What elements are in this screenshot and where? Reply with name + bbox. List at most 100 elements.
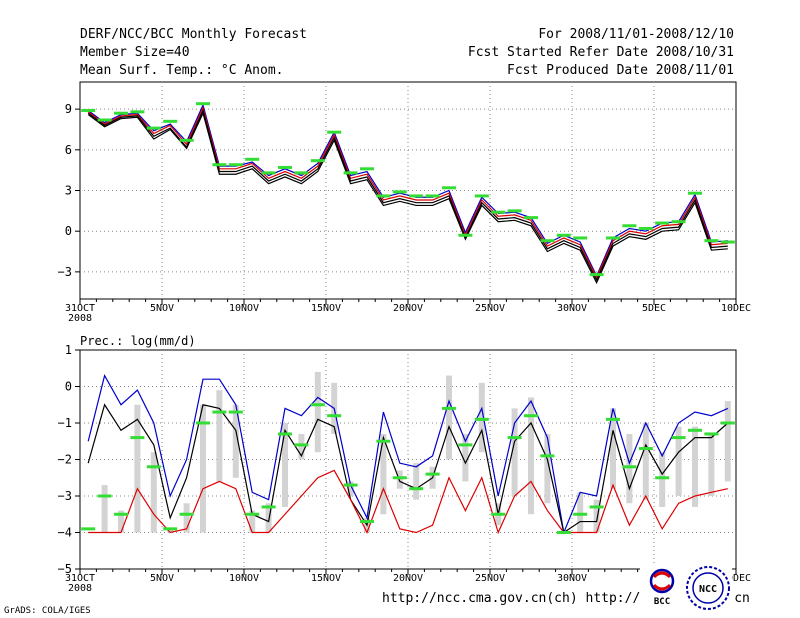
- bcc-logo-text: BCC: [654, 597, 670, 607]
- ensemble-marker: [556, 531, 571, 534]
- precip-bar: [347, 481, 354, 496]
- precip-bar: [626, 433, 633, 504]
- ensemble-marker: [442, 406, 456, 410]
- x-tick-label: 31OCT: [65, 303, 95, 314]
- header-title: DERF/NCC/BCC Monthly Forecast: [80, 27, 307, 42]
- x-tick-label: 10DEC: [721, 303, 751, 314]
- series-line-upper: [87, 103, 728, 278]
- x-tick-label: 5NOV: [150, 303, 174, 314]
- ensemble-marker: [196, 102, 210, 106]
- x-tick-label: 20NOV: [393, 303, 423, 314]
- ensemble-marker: [458, 233, 473, 237]
- ensemble-marker: [327, 130, 342, 134]
- precip-bar: [298, 433, 305, 460]
- ensemble-marker: [196, 421, 210, 425]
- ensemble-marker: [146, 126, 161, 130]
- y-tick-label: 1: [65, 343, 72, 357]
- ensemble-marker: [474, 417, 489, 421]
- header-member-size: Member Size=40: [80, 45, 190, 60]
- ensemble-marker: [638, 447, 653, 451]
- ensemble-marker: [638, 226, 653, 230]
- ensemble-marker: [310, 403, 325, 407]
- precip-bar: [150, 452, 157, 533]
- precip-bar: [593, 499, 600, 533]
- series-line-max: [87, 373, 729, 535]
- ensemble-marker: [540, 239, 555, 243]
- ensemble-marker: [97, 118, 112, 122]
- x-year-label: 2008: [68, 313, 92, 324]
- ensemble-marker: [655, 221, 670, 225]
- x-year-label: 2008: [68, 583, 92, 594]
- x-tick-label: 15NOV: [311, 573, 341, 584]
- precip-bar: [462, 433, 469, 482]
- precip-bar: [249, 510, 256, 533]
- ensemble-marker: [360, 167, 374, 171]
- ensemble-marker: [179, 138, 194, 142]
- ensemble-marker: [245, 512, 260, 516]
- precip-bar: [642, 423, 649, 500]
- precip-bar: [659, 452, 666, 507]
- precipitation-panel: −5 −4 −3 −2 −1 0 1 31OCT 5NOV 10NOV 15NOV 20NOV 25NO…: [58, 343, 752, 594]
- y-tick-label: −2: [58, 453, 72, 467]
- precip-bar: [446, 375, 452, 460]
- ensemble-marker: [130, 110, 145, 114]
- ensemble-marker: [81, 108, 96, 112]
- ncc-logo: NCC: [684, 563, 732, 613]
- ensemble-marker: [343, 483, 358, 487]
- x-tick-label: 10NOV: [229, 573, 259, 584]
- ensemble-marker: [720, 240, 735, 244]
- header-period: For 2008/11/01-2008/12/10: [538, 27, 734, 42]
- precip-bar: [528, 397, 534, 515]
- ensemble-marker: [343, 171, 358, 175]
- x-tick-label: 20NOV: [393, 573, 423, 584]
- ensemble-marker: [163, 119, 178, 123]
- x-tick-label: 25NOV: [475, 303, 505, 314]
- ensemble-marker: [491, 512, 506, 516]
- ensemble-marker: [655, 476, 670, 480]
- ensemble-marker: [97, 494, 112, 498]
- ensemble-marker: [704, 432, 719, 436]
- ncc-logo-text: NCC: [699, 584, 717, 595]
- precip-bar: [183, 503, 190, 533]
- ensemble-marker: [278, 432, 292, 436]
- x-tick-label: 5DEC: [642, 303, 666, 314]
- ensemble-marker: [130, 436, 145, 440]
- precip-bar: [675, 426, 682, 496]
- series-line-upper-mid: [87, 105, 728, 279]
- ensemble-marker: [114, 512, 128, 516]
- precip-bar: [167, 528, 174, 533]
- ensemble-marker: [589, 273, 604, 277]
- ensemble-marker: [507, 436, 522, 440]
- ensemble-marker: [622, 465, 637, 469]
- ensemble-marker: [376, 439, 391, 443]
- precip-bar: [478, 382, 485, 453]
- precip-bar: [544, 433, 551, 504]
- ensemble-marker: [507, 209, 522, 213]
- precip-bar: [232, 404, 239, 478]
- precip-bar: [511, 408, 518, 496]
- ensemble-marker: [556, 233, 571, 237]
- x-tick-label: 15NOV: [311, 303, 341, 314]
- ensemble-marker: [524, 414, 538, 418]
- ensemble-marker: [442, 186, 456, 190]
- y-tick-label: 6: [65, 143, 72, 157]
- ensemble-marker: [704, 239, 719, 243]
- ensemble-marker: [146, 465, 161, 469]
- ensemble-marker: [392, 190, 407, 194]
- ensemble-marker: [376, 194, 391, 198]
- y-tick-label: −4: [58, 526, 72, 540]
- x-tick-label: 10DEC: [721, 573, 751, 584]
- y-tick-label: 0: [65, 224, 72, 238]
- ensemble-marker: [261, 171, 276, 175]
- ensemble-marker: [606, 417, 620, 421]
- y-tick-label: −3: [58, 265, 72, 279]
- ensemble-marker: [392, 476, 407, 480]
- ensemble-marker: [212, 163, 227, 167]
- precip-bar: [610, 408, 616, 489]
- ensemble-marker: [228, 163, 243, 167]
- precip-bar: [577, 492, 584, 533]
- ensemble-marker: [720, 421, 735, 425]
- ensemble-marker: [81, 527, 96, 531]
- ensemble-marker: [261, 505, 276, 509]
